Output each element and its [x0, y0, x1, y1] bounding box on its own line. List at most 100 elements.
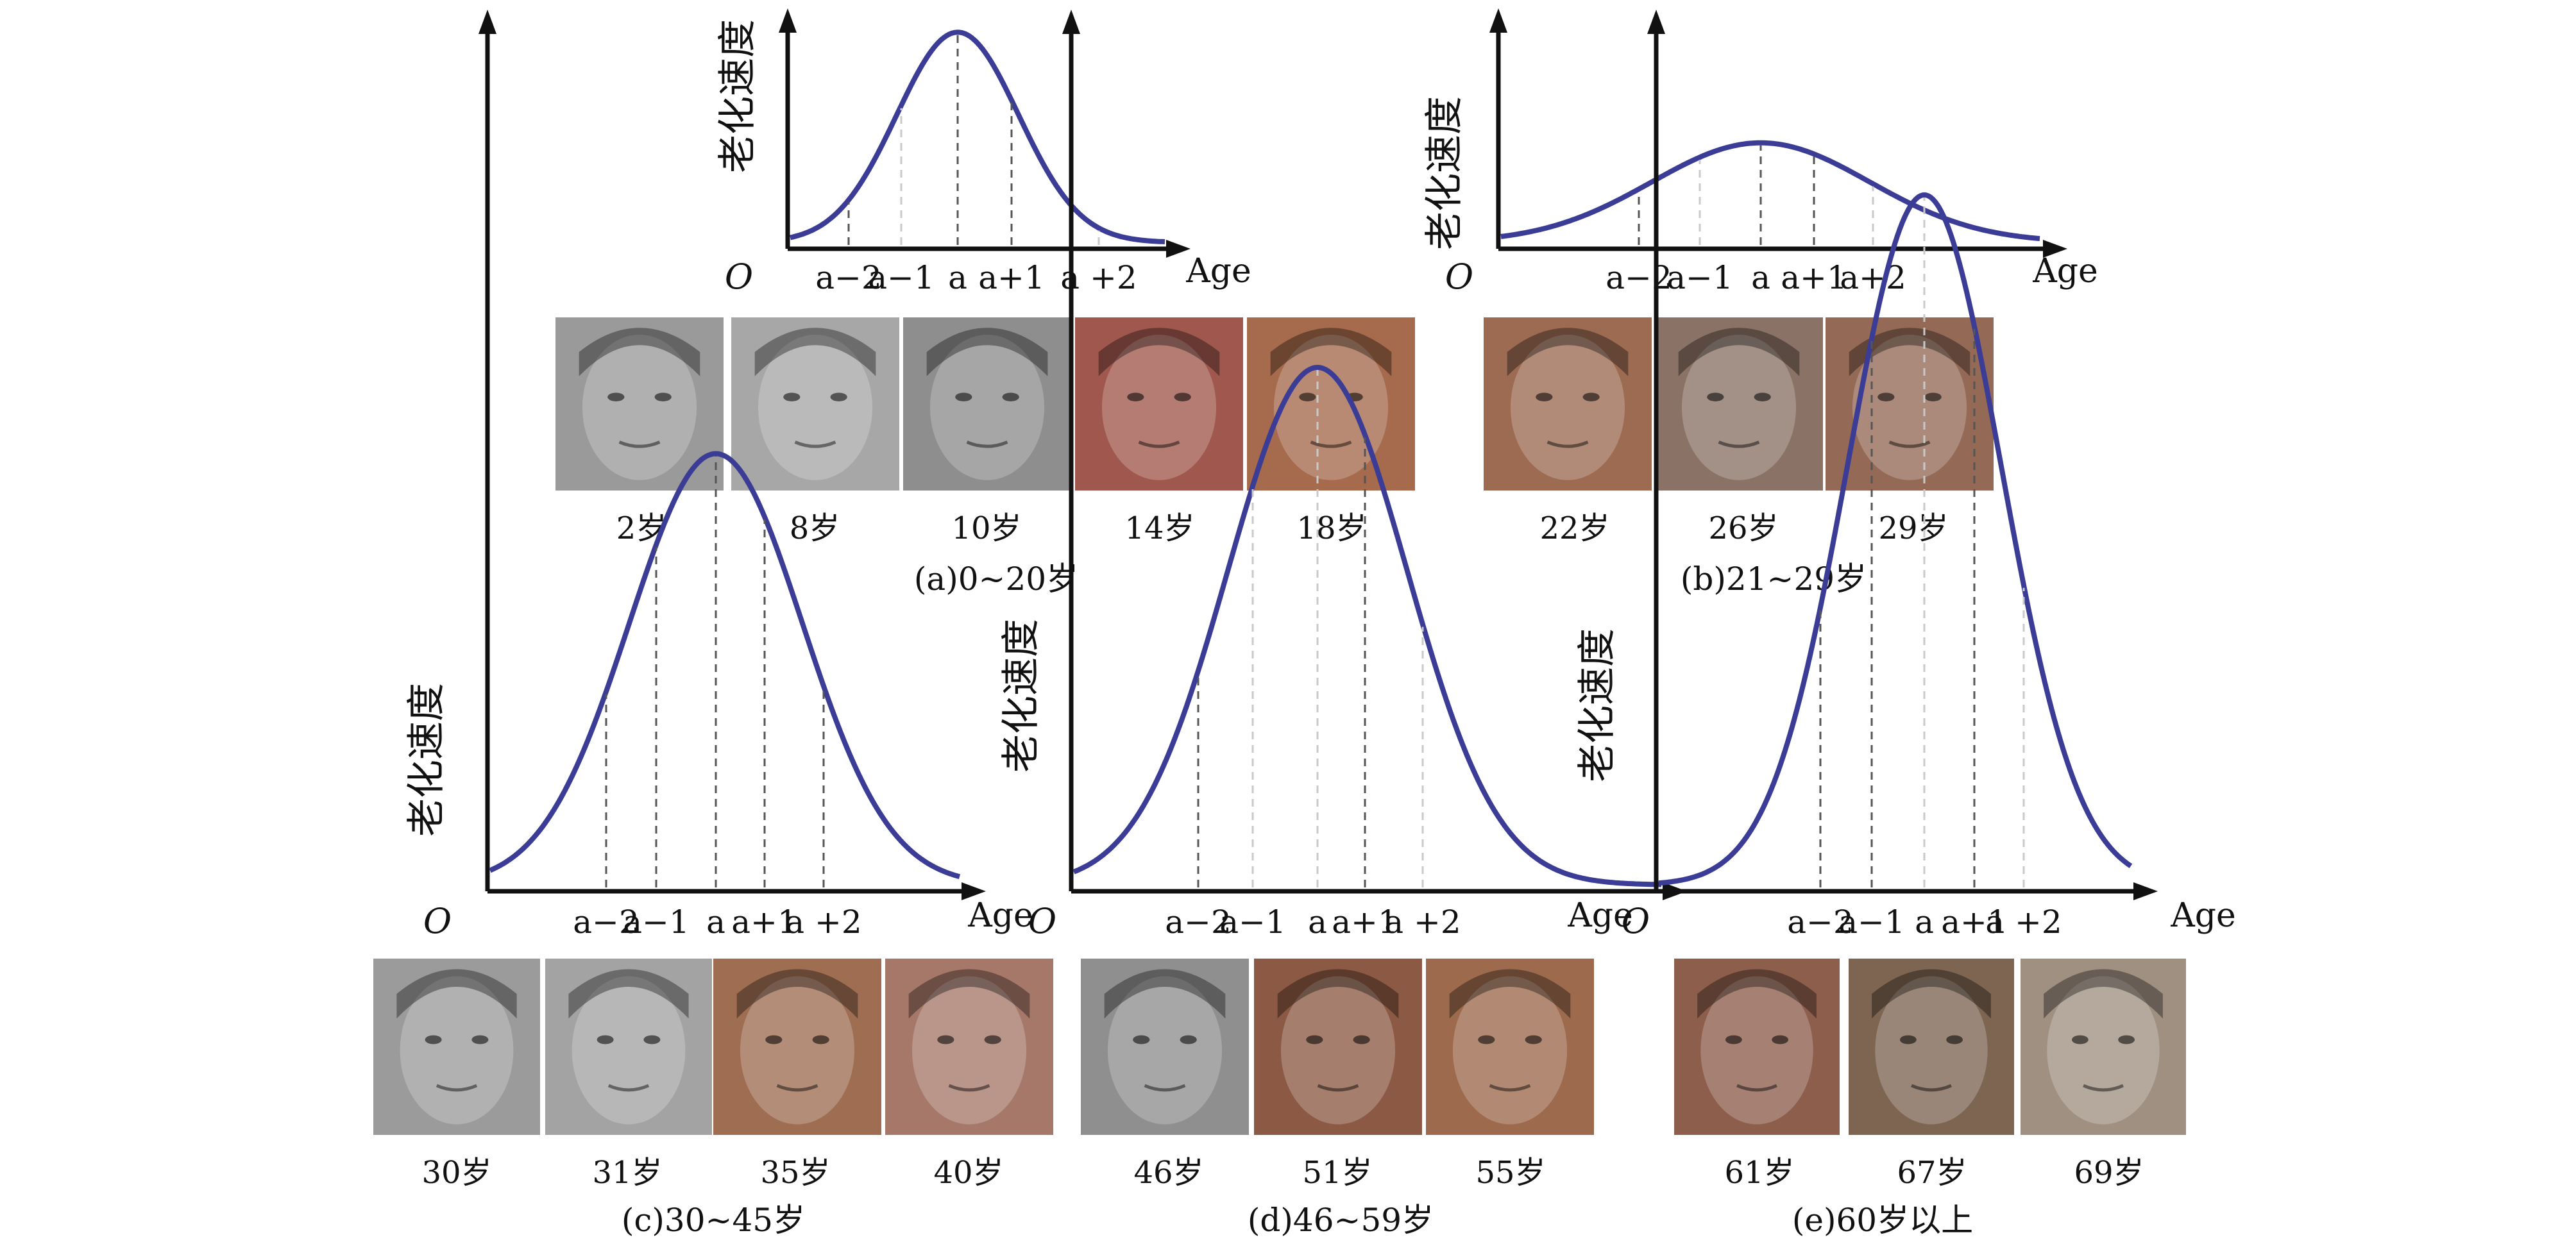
hair-icon [926, 328, 1048, 376]
hair-icon [1849, 328, 1970, 376]
hair-icon [754, 328, 876, 376]
face-photo [1849, 959, 2014, 1135]
axes-b [1489, 8, 2067, 258]
mouth-icon [1317, 1084, 1359, 1092]
tick-label: a [1751, 259, 1770, 296]
panel-caption: (b)21~29岁 [1681, 560, 1867, 598]
face-icon [758, 335, 873, 480]
photo-age-label: 46岁 [1133, 1155, 1203, 1191]
photo-background [2021, 959, 2186, 1135]
tick-label: a−1 [1838, 903, 1905, 941]
face-photo [373, 959, 540, 1135]
photo-background [1247, 317, 1415, 491]
hair-icon [1277, 969, 1399, 1019]
origin-label: O [1028, 901, 1056, 941]
photo-age-label: 26岁 [1708, 510, 1778, 546]
tick-label: a−2 [1787, 903, 1854, 941]
origin-label: O [423, 901, 452, 941]
face-photo [1081, 959, 1249, 1135]
eye-icon [1582, 392, 1600, 401]
y-axis-label: 老化速度 [1422, 96, 1467, 250]
eye-icon [2118, 1035, 2135, 1045]
face-icon [400, 976, 514, 1125]
eye-icon [955, 392, 972, 401]
x-axis-arrow-icon [2043, 240, 2067, 258]
face-photo [1426, 959, 1594, 1135]
axes-c [479, 10, 986, 900]
face-photo [1655, 317, 1823, 491]
photo-age-label: 8岁 [790, 510, 840, 546]
panel-caption: (a)0~20岁 [914, 560, 1078, 598]
tick-label: a−2 [1165, 903, 1232, 941]
hair-icon [1872, 969, 1991, 1019]
face-photo [713, 959, 881, 1135]
aging-speed-curve [1500, 140, 2040, 242]
hair-icon [396, 969, 517, 1019]
face-icon [582, 335, 697, 480]
x-axis-label: Age [1567, 896, 1633, 935]
eye-icon [643, 1035, 661, 1045]
x-axis-label: Age [2170, 896, 2236, 935]
hair-icon [1098, 328, 1220, 376]
tick-label: a+1 [978, 259, 1045, 296]
tick-label: a+1 [1941, 903, 2008, 941]
face-photo [885, 959, 1053, 1135]
tick-label: a−1 [1666, 259, 1733, 296]
origin-label: O [1445, 256, 1473, 297]
face-icon [1273, 335, 1389, 480]
hair-icon [1104, 969, 1226, 1019]
y-axis-arrow-icon [1647, 10, 1665, 34]
tick-label: a +2 [1985, 903, 2062, 941]
tick-label: a−2 [1606, 259, 1672, 296]
photo-age-label: 18岁 [1296, 510, 1366, 546]
face-photo [1826, 317, 1994, 491]
mouth-icon [1546, 441, 1589, 448]
eye-icon [984, 1035, 1001, 1045]
hair-icon [1507, 328, 1629, 376]
photo-background [1826, 317, 1994, 491]
eye-icon [812, 1035, 829, 1045]
tick-label: a+1 [1781, 259, 1847, 296]
x-axis-arrow-icon [1166, 240, 1191, 258]
face-icon [1510, 335, 1625, 480]
eye-icon [765, 1035, 783, 1045]
mouth-icon [2083, 1084, 2124, 1092]
eye-icon [1174, 392, 1191, 401]
face-icon [1681, 335, 1797, 480]
mouth-icon [794, 441, 836, 448]
y-axis-label: 老化速度 [715, 19, 760, 173]
eye-icon [1127, 392, 1144, 401]
photo-background [373, 959, 540, 1135]
eye-icon [654, 392, 672, 401]
mouth-icon [948, 1084, 990, 1092]
mouth-icon [1718, 441, 1760, 448]
tick-label: a [706, 903, 725, 941]
photo-background [713, 959, 881, 1135]
tick-label: a +2 [1384, 903, 1461, 941]
photo-age-label: 14岁 [1124, 510, 1194, 546]
photo-age-label: 40岁 [933, 1155, 1003, 1191]
origin-label: O [1622, 901, 1650, 941]
eye-icon [1353, 1035, 1370, 1045]
eye-icon [1924, 392, 1942, 401]
eye-icon [1754, 392, 1771, 401]
hair-icon [1270, 328, 1392, 376]
tick-label: a+1 [1332, 903, 1398, 941]
origin-label: O [725, 256, 753, 297]
x-axis-arrow-icon [2133, 882, 2158, 900]
eye-icon [1299, 392, 1316, 401]
mouth-icon [618, 441, 661, 448]
hair-icon [2044, 969, 2163, 1019]
face-icon [740, 976, 855, 1125]
x-axis-arrow-icon [962, 882, 986, 900]
panel-caption: (c)30~45岁 [622, 1202, 805, 1239]
y-axis-arrow-icon [779, 8, 797, 33]
photo-age-label: 51岁 [1302, 1155, 1372, 1191]
face-icon [572, 976, 686, 1125]
eye-icon [1180, 1035, 1197, 1045]
mouth-icon [966, 441, 1008, 448]
mouth-icon [1888, 441, 1931, 448]
photo-background [1075, 317, 1243, 491]
